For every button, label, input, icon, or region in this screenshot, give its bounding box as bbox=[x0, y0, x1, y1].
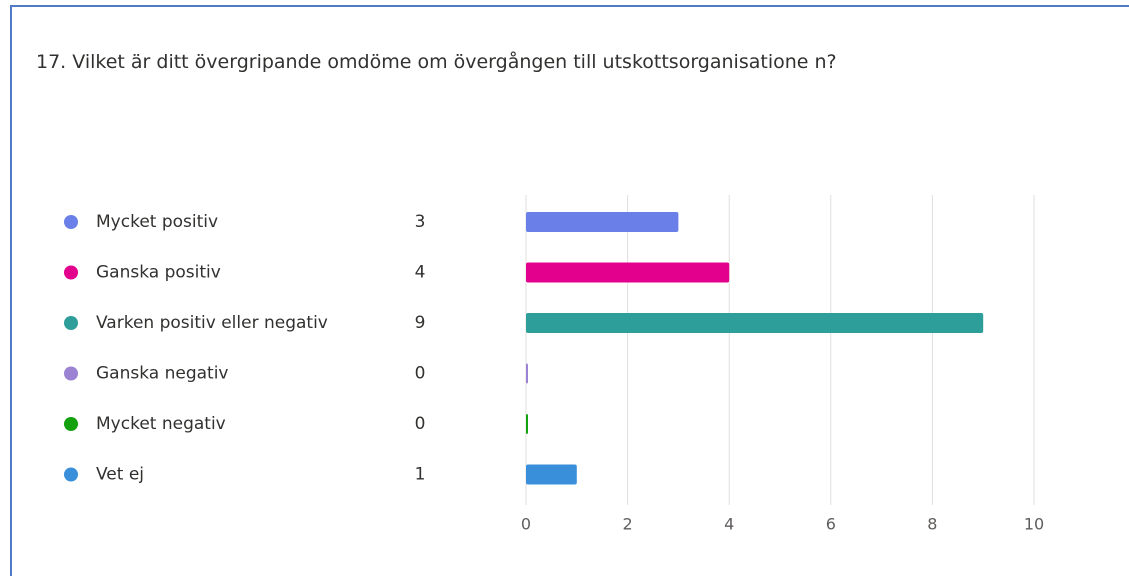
legend-label: Varken positiv eller negativ bbox=[96, 313, 328, 333]
bar bbox=[526, 313, 984, 333]
count-label: 9 bbox=[415, 313, 426, 333]
legend-label: Mycket negativ bbox=[96, 414, 226, 434]
legend-label: Mycket positiv bbox=[96, 212, 218, 232]
count-label: 4 bbox=[415, 263, 426, 283]
bar bbox=[526, 464, 577, 485]
legend-dot bbox=[64, 417, 78, 431]
legend-dot bbox=[64, 366, 78, 381]
count-label: 0 bbox=[415, 414, 426, 434]
bar bbox=[526, 363, 528, 384]
bar bbox=[526, 262, 730, 283]
legend-dot bbox=[64, 215, 78, 229]
legend-dot bbox=[64, 316, 78, 330]
count-label: 1 bbox=[415, 465, 426, 485]
legend-label: Vet ej bbox=[96, 465, 144, 485]
x-tick-label: 2 bbox=[623, 515, 633, 534]
legend-dot bbox=[64, 265, 78, 280]
count-label: 0 bbox=[415, 364, 426, 384]
x-tick-label: 8 bbox=[927, 515, 937, 534]
x-tick-label: 4 bbox=[724, 515, 734, 534]
bar bbox=[526, 414, 528, 434]
question-title: 17. Vilket är ditt övergripande omdöme o… bbox=[36, 51, 837, 73]
legend-dot bbox=[64, 467, 78, 482]
x-tick-label: 10 bbox=[1024, 515, 1044, 534]
count-label: 3 bbox=[415, 212, 426, 232]
x-tick-label: 6 bbox=[826, 515, 836, 534]
legend-label: Ganska positiv bbox=[96, 263, 221, 283]
bar bbox=[526, 212, 679, 232]
legend-label: Ganska negativ bbox=[96, 364, 228, 384]
x-tick-label: 0 bbox=[521, 515, 531, 534]
